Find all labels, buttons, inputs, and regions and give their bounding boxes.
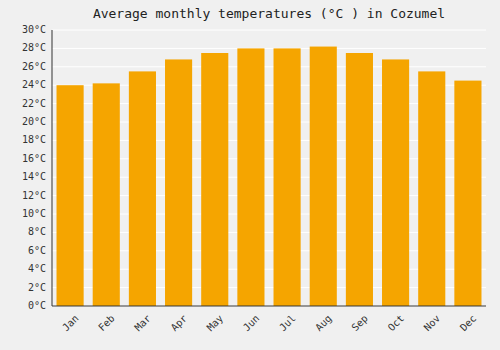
x-tick-label: Sep: [349, 313, 370, 334]
x-tick-label: Nov: [422, 313, 443, 334]
bar: [93, 83, 120, 306]
background: [0, 0, 500, 350]
y-tick-label: 26°C: [22, 61, 46, 72]
grid-line: [52, 306, 486, 307]
x-ticks: Jan Feb Mar Apr May Jun Jul Aug Sep Oct Nov Dec: [60, 313, 478, 334]
grid-line: [52, 48, 486, 49]
bar: [346, 53, 373, 306]
page: 0°C 2°C 4°C 6°C 8°C 10°C 12°C 14°C 16°C 18°C 20°C 2…: [0, 0, 500, 350]
bars: [57, 47, 482, 306]
bar: [454, 81, 481, 306]
y-tick-label: 6°C: [28, 245, 46, 256]
title: Average monthly temperatures (°C ) in Co…: [93, 6, 445, 21]
chart-container: 0°C 2°C 4°C 6°C 8°C 10°C 12°C 14°C 16°C 18°C 20°C 2…: [0, 0, 500, 350]
y-tick-label: 12°C: [22, 190, 46, 201]
grid-line: [52, 66, 486, 67]
y-tick-label: 16°C: [22, 153, 46, 164]
bar: [418, 71, 445, 306]
bar: [201, 53, 228, 306]
bar: [310, 47, 337, 306]
y-tick-label: 22°C: [22, 98, 46, 109]
y-tick-label: 14°C: [22, 171, 46, 182]
y-tick-label: 28°C: [22, 42, 46, 53]
y-tick-label: 30°C: [22, 24, 46, 35]
y-tick-label: 10°C: [22, 208, 46, 219]
y-ticks: 0°C 2°C 4°C 6°C 8°C 10°C 12°C 14°C 16°C 18°C 20°C 2…: [22, 24, 46, 311]
y-tick-label: 24°C: [22, 79, 46, 90]
y-axis-line: [52, 30, 53, 306]
x-tick-label: Dec: [458, 313, 479, 334]
chart-svg: 0°C 2°C 4°C 6°C 8°C 10°C 12°C 14°C 16°C 18°C 20°C 2…: [0, 0, 500, 350]
y-tick-label: 18°C: [22, 134, 46, 145]
bar: [129, 71, 156, 306]
x-tick-label: Jul: [277, 313, 298, 334]
y-tick-label: 0°C: [28, 300, 46, 311]
x-tick-label: Jun: [241, 313, 262, 334]
y-tick-label: 4°C: [28, 263, 46, 274]
x-axis-line: [52, 306, 486, 307]
bar: [237, 48, 264, 306]
x-tick-label: May: [205, 313, 226, 334]
x-tick-label: Jan: [60, 313, 81, 334]
x-tick-label: Aug: [313, 313, 334, 334]
x-tick-label: Oct: [386, 313, 407, 334]
bar: [165, 59, 192, 306]
y-tick-label: 2°C: [28, 282, 46, 293]
x-tick-label: Feb: [96, 313, 117, 334]
grid: [52, 30, 486, 306]
x-tick-label: Mar: [132, 313, 153, 334]
grid-line: [52, 30, 486, 31]
y-tick-label: 8°C: [28, 226, 46, 237]
bar: [57, 85, 84, 306]
bar: [274, 48, 301, 306]
y-tick-label: 20°C: [22, 116, 46, 127]
x-tick-label: Apr: [169, 313, 190, 334]
bar: [382, 59, 409, 306]
